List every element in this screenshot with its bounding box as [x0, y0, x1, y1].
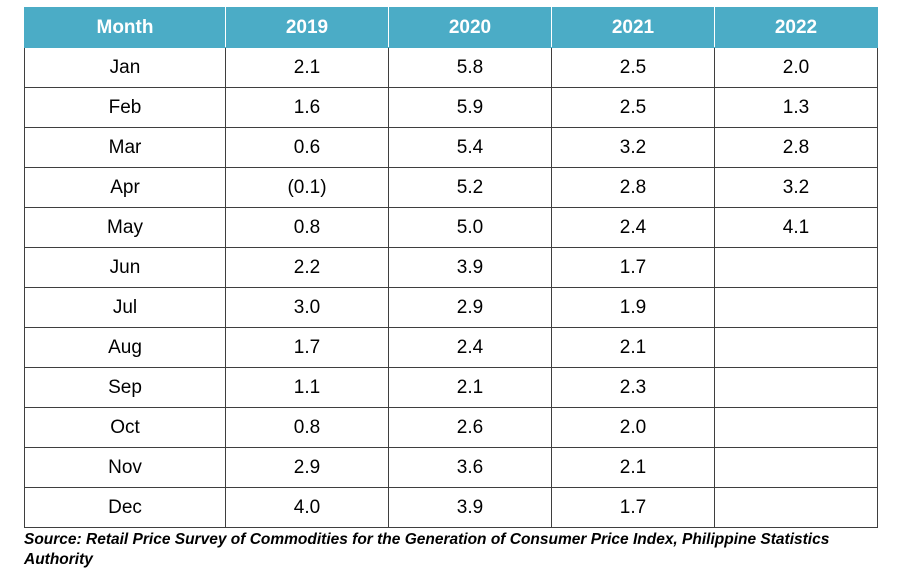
value-cell-2020: 2.4 — [388, 327, 552, 368]
header-2019: 2019 — [225, 7, 389, 48]
table-row: Feb 1.6 5.9 2.5 1.3 — [24, 87, 878, 128]
table-row: Jul 3.0 2.9 1.9 — [24, 287, 878, 328]
value-cell-2021: 1.9 — [551, 287, 715, 328]
value-cell-2019: 3.0 — [225, 287, 389, 328]
inflation-table: Month 2019 2020 2021 2022 Jan 2.1 5.8 2.5 2.… — [24, 7, 878, 528]
value-cell-2020: 5.8 — [388, 47, 552, 88]
value-cell-2021: 2.5 — [551, 87, 715, 128]
table-row: Oct 0.8 2.6 2.0 — [24, 407, 878, 448]
value-cell-2021: 2.1 — [551, 327, 715, 368]
value-cell-2020: 2.9 — [388, 287, 552, 328]
value-cell-2020: 2.1 — [388, 367, 552, 408]
value-cell-2020: 5.0 — [388, 207, 552, 248]
value-cell-2021: 1.7 — [551, 247, 715, 288]
value-cell-2020: 5.2 — [388, 167, 552, 208]
table-row: Jun 2.2 3.9 1.7 — [24, 247, 878, 288]
value-cell-2021: 2.4 — [551, 207, 715, 248]
value-cell-2022: 2.0 — [714, 47, 878, 88]
month-cell: Oct — [24, 407, 226, 448]
value-cell-2019: 0.8 — [225, 407, 389, 448]
value-cell-2021: 2.1 — [551, 447, 715, 488]
table-row: Apr (0.1) 5.2 2.8 3.2 — [24, 167, 878, 208]
value-cell-2019: 1.6 — [225, 87, 389, 128]
month-cell: Jul — [24, 287, 226, 328]
value-cell-2021: 2.8 — [551, 167, 715, 208]
value-cell-2019: 2.9 — [225, 447, 389, 488]
value-cell-2022 — [714, 287, 878, 328]
month-cell: Sep — [24, 367, 226, 408]
table-row: Dec 4.0 3.9 1.7 — [24, 487, 878, 528]
table-row: Nov 2.9 3.6 2.1 — [24, 447, 878, 488]
month-cell: Apr — [24, 167, 226, 208]
value-cell-2019: (0.1) — [225, 167, 389, 208]
value-cell-2022: 4.1 — [714, 207, 878, 248]
table-row: Sep 1.1 2.1 2.3 — [24, 367, 878, 408]
value-cell-2021: 2.5 — [551, 47, 715, 88]
value-cell-2021: 2.0 — [551, 407, 715, 448]
value-cell-2019: 1.7 — [225, 327, 389, 368]
value-cell-2021: 1.7 — [551, 487, 715, 528]
month-cell: Jan — [24, 47, 226, 88]
value-cell-2019: 2.1 — [225, 47, 389, 88]
value-cell-2022: 3.2 — [714, 167, 878, 208]
value-cell-2022 — [714, 447, 878, 488]
source-note: Source: Retail Price Survey of Commoditi… — [24, 531, 830, 568]
value-cell-2020: 5.9 — [388, 87, 552, 128]
value-cell-2021: 2.3 — [551, 367, 715, 408]
table-row: Jan 2.1 5.8 2.5 2.0 — [24, 47, 878, 88]
value-cell-2020: 5.4 — [388, 127, 552, 168]
inflation-table-container: Month 2019 2020 2021 2022 Jan 2.1 5.8 2.5 2.… — [24, 7, 878, 528]
month-cell: Feb — [24, 87, 226, 128]
value-cell-2022 — [714, 407, 878, 448]
header-2022: 2022 — [714, 7, 878, 48]
header-2021: 2021 — [551, 7, 715, 48]
month-cell: Nov — [24, 447, 226, 488]
month-cell: May — [24, 207, 226, 248]
value-cell-2022: 1.3 — [714, 87, 878, 128]
value-cell-2022 — [714, 367, 878, 408]
value-cell-2020: 3.9 — [388, 247, 552, 288]
month-cell: Jun — [24, 247, 226, 288]
value-cell-2022: 2.8 — [714, 127, 878, 168]
table-row: Mar 0.6 5.4 3.2 2.8 — [24, 127, 878, 168]
table-body: Jan 2.1 5.8 2.5 2.0 Feb 1.6 5.9 2.5 1.3 Mar 0.6 5.4 3… — [24, 47, 878, 528]
value-cell-2020: 3.6 — [388, 447, 552, 488]
value-cell-2019: 0.8 — [225, 207, 389, 248]
table-row: May 0.8 5.0 2.4 4.1 — [24, 207, 878, 248]
value-cell-2020: 3.9 — [388, 487, 552, 528]
table-header-row: Month 2019 2020 2021 2022 — [24, 7, 878, 48]
value-cell-2019: 0.6 — [225, 127, 389, 168]
value-cell-2020: 2.6 — [388, 407, 552, 448]
table-row: Aug 1.7 2.4 2.1 — [24, 327, 878, 368]
value-cell-2021: 3.2 — [551, 127, 715, 168]
value-cell-2019: 1.1 — [225, 367, 389, 408]
month-cell: Dec — [24, 487, 226, 528]
value-cell-2022 — [714, 247, 878, 288]
value-cell-2019: 4.0 — [225, 487, 389, 528]
value-cell-2022 — [714, 327, 878, 368]
month-cell: Mar — [24, 127, 226, 168]
value-cell-2019: 2.2 — [225, 247, 389, 288]
header-2020: 2020 — [388, 7, 552, 48]
value-cell-2022 — [714, 487, 878, 528]
header-month: Month — [24, 7, 226, 48]
month-cell: Aug — [24, 327, 226, 368]
